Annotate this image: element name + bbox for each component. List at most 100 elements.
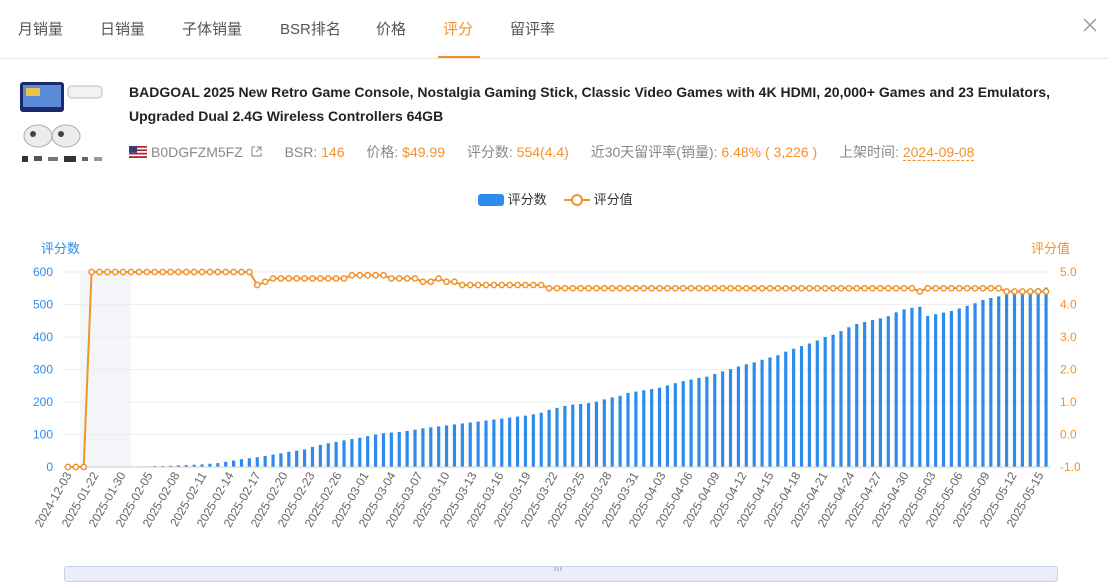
right-tick-label: -1.0 [1060,460,1081,474]
product-title[interactable]: BADGOAL 2025 New Retro Game Console, Nos… [129,84,1051,124]
rating-value-point [348,271,356,279]
rating-count-bar [350,439,354,467]
rating-count-bar [736,366,741,467]
close-icon[interactable] [1079,14,1101,36]
rating-value-point [419,278,427,286]
rating-count-bar [192,464,196,467]
rating-value-point [222,268,230,276]
legend-bar-swatch [478,194,504,206]
rating-value-point [869,284,876,292]
rating-value-point [529,281,537,289]
rating-value-point [735,284,742,292]
rating-value-point [269,275,277,282]
rating-count-bar [815,340,819,467]
rating-value-point [443,278,450,286]
rating-count-bar [452,424,457,467]
rating-value-point [640,284,648,292]
rating-count-bar [799,346,804,467]
rating-count-bar [602,399,606,467]
rating-count-bar [997,296,1001,467]
left-tick-label: 400 [33,330,53,344]
rating-value-point [64,463,72,471]
rating-count-bar [515,416,520,467]
rating-count-bar [626,392,630,467]
rating-count-bar [389,432,393,467]
rating-value-point [679,284,687,292]
asin[interactable]: B0DGFZM5FZ [151,144,243,160]
left-tick-label: 600 [33,265,53,279]
rating-value-point [758,284,766,292]
rating-value-point [364,271,372,279]
rating-value-point [1026,288,1034,295]
rating-count-bar [468,422,472,467]
rating-value-point [561,284,569,292]
rating-value-point [963,284,971,292]
rating-value-point [948,284,955,292]
rating-value-point [1003,288,1010,295]
reviews-label: 评分数: [466,144,513,160]
rating-value-point [695,284,703,292]
legend-rating-label: 评分值 [593,192,633,207]
rating-value-point [332,275,340,282]
tab-review-rate[interactable]: 留评率 [510,21,556,38]
rating-count-bar [934,314,938,467]
listed-label: 上架时间: [839,144,899,160]
tab-bsr-rank[interactable]: BSR排名 [280,21,341,38]
rating-value-point [924,284,932,292]
review-rate-label: 近30天留评率(销量): [590,144,718,160]
rating-value-point [790,284,797,292]
rating-value-point [995,284,1003,292]
rating-value-point [798,284,805,292]
legend-item-count[interactable]: 评分数 [478,189,547,208]
rating-value-point [806,284,813,292]
rating-value-point [72,463,80,471]
product-thumbnail [20,82,103,162]
rating-count-bar [563,405,567,467]
rating-value-point [624,284,632,292]
rating-count-bar [429,427,433,467]
rating-value-point [277,275,285,282]
rating-count-bar [705,376,709,467]
left-tick-label: 300 [33,363,53,377]
left-tick-label: 100 [33,428,53,442]
rating-value-point [317,275,324,282]
rating-value-point [892,284,900,292]
rating-count-bar [200,464,204,467]
rating-count-bar [697,377,701,467]
rating-value-point [514,281,521,289]
rating-count-bar [231,460,236,467]
rating-value-point [987,284,995,292]
tab-variant-sales[interactable]: 子体销量 [182,21,243,38]
legend-item-rating[interactable]: 评分值 [564,189,633,208]
tab-monthly-sales[interactable]: 月销量 [18,21,64,38]
right-tick-label: 1.0 [1060,395,1077,409]
rating-value-point [782,284,790,292]
rating-value-point [246,268,253,276]
rating-count-bar [318,444,322,467]
rating-count-bar [752,362,756,467]
tab-rating[interactable]: 评分 [443,21,474,38]
rating-count-bar [271,454,275,467]
rating-count-bar [405,430,409,467]
rating-count-bar [1036,288,1040,467]
listed-date: 2024-09-08 [902,144,975,161]
rating-count-bar [863,322,867,467]
rating-count-bar [176,465,180,467]
external-link-icon[interactable] [250,145,263,158]
rating-count-bar [823,337,827,467]
rating-value-point [766,284,774,292]
slider-grip-icon[interactable] [553,567,563,571]
rating-value-point [585,284,592,292]
tab-daily-sales[interactable]: 日销量 [100,21,146,38]
rating-value-point [238,268,245,276]
rating-value-point [309,275,316,282]
right-tick-label: 3.0 [1060,330,1077,344]
left-axis-title: 评分数 [41,241,80,256]
rating-count-bar [366,436,370,467]
rating-value-point [206,268,214,276]
rating-value-point [616,284,624,292]
tab-price[interactable]: 价格 [376,21,407,38]
rating-value-point [230,268,237,276]
rating-count-bar [1044,287,1048,467]
rating-count-bar [287,451,291,467]
